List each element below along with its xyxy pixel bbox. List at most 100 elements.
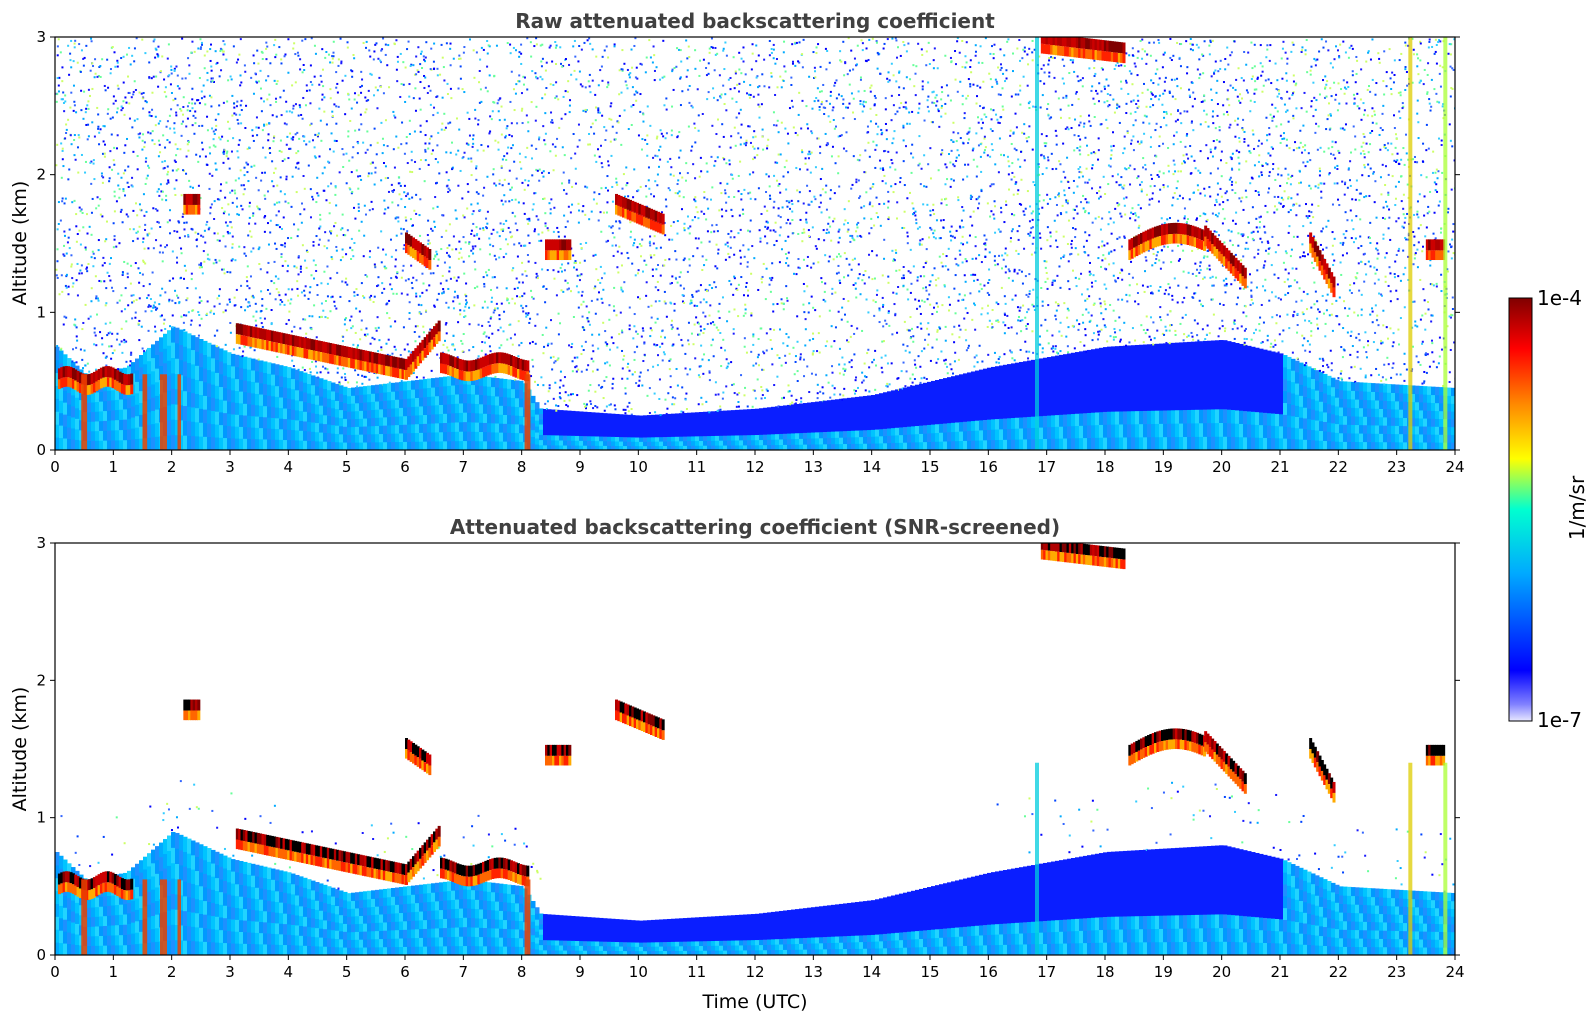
noise-speck [459, 313, 462, 316]
noise-speck [706, 230, 709, 233]
noise-speck [421, 272, 424, 275]
noise-speck [115, 147, 118, 150]
noise-speck [70, 265, 73, 268]
noise-speck [531, 70, 534, 73]
aerosol-cell [551, 424, 556, 431]
noise-speck [589, 91, 592, 94]
noise-speck [623, 281, 626, 284]
noise-speck [118, 299, 121, 302]
aerosol-cell [603, 426, 608, 433]
noise-speck [237, 177, 240, 180]
noise-speck [603, 272, 606, 275]
noise-speck [102, 176, 105, 179]
aerosol-cell [431, 414, 436, 424]
aerosol-cell [195, 421, 200, 437]
noise-speck [81, 211, 84, 214]
noise-speck [152, 304, 155, 307]
noise-speck [625, 84, 628, 87]
noise-speck [275, 247, 278, 250]
noise-speck [324, 316, 327, 319]
noise-speck [127, 304, 130, 307]
noise-speck [615, 220, 618, 223]
noise-speck [185, 221, 188, 224]
noise-speck [121, 351, 124, 354]
noise-speck [147, 329, 150, 332]
aerosol-cell [339, 441, 344, 450]
noise-speck [321, 93, 324, 96]
aerosol-cell [291, 429, 296, 441]
noise-speck [443, 339, 446, 342]
noise-speck [253, 62, 256, 65]
noise-speck [194, 122, 197, 125]
noise-speck [158, 303, 161, 306]
aerosol-cell [55, 385, 60, 399]
aerosol-cell [263, 427, 268, 440]
noise-speck [472, 346, 475, 349]
noise-speck [236, 100, 239, 103]
aerosol-cell [667, 445, 672, 450]
aerosol-cell [367, 425, 372, 435]
noise-speck [159, 71, 162, 74]
noise-speck [567, 287, 570, 290]
noise-speck [403, 191, 406, 194]
noise-speck [607, 164, 610, 167]
noise-speck [191, 102, 194, 105]
noise-speck [317, 132, 320, 135]
noise-speck [372, 301, 375, 304]
noise-speck [350, 107, 353, 110]
aerosol-cell [459, 412, 464, 423]
aerosol-cell [447, 385, 452, 396]
noise-speck [658, 378, 661, 381]
noise-speck [253, 164, 256, 167]
noise-speck [498, 182, 501, 185]
aerosol-cell [471, 440, 476, 450]
noise-speck [596, 368, 599, 371]
aerosol-cell [163, 362, 168, 378]
aerosol-cell [483, 385, 488, 396]
noise-speck [636, 190, 639, 193]
noise-speck [278, 46, 281, 49]
aerosol-cell [535, 438, 540, 445]
noise-speck [131, 185, 134, 188]
noise-speck [160, 190, 163, 193]
aerosol-cell [611, 427, 616, 433]
noise-speck [323, 270, 326, 273]
noise-speck [326, 368, 329, 371]
aerosol-cell [255, 404, 260, 417]
noise-speck [313, 277, 316, 280]
noise-speck [508, 133, 511, 136]
noise-speck [136, 168, 139, 171]
noise-speck [360, 91, 363, 94]
noise-speck [378, 339, 381, 342]
noise-speck [404, 279, 407, 282]
noise-speck [112, 222, 115, 225]
noise-speck [213, 232, 216, 235]
noise-speck [151, 91, 154, 94]
aerosol-cell [611, 436, 616, 442]
aerosol-cell [231, 389, 236, 403]
noise-speck [368, 296, 371, 299]
aerosol-cell [347, 419, 352, 428]
noise-speck [624, 195, 627, 198]
noise-speck [649, 56, 652, 59]
noise-speck [303, 294, 306, 297]
noise-speck [703, 191, 706, 194]
noise-speck [248, 304, 251, 307]
noise-speck [57, 201, 60, 204]
noise-speck [570, 393, 573, 396]
noise-speck [326, 295, 329, 298]
noise-speck [259, 69, 262, 72]
noise-speck [172, 99, 175, 102]
noise-speck [437, 161, 440, 164]
noise-speck [708, 371, 711, 374]
noise-speck [441, 122, 444, 125]
noise-speck [170, 72, 173, 75]
noise-speck [363, 296, 366, 299]
noise-speck [98, 66, 101, 69]
noise-speck [243, 188, 246, 191]
noise-speck [459, 309, 462, 312]
noise-speck [578, 279, 581, 282]
aerosol-cell [167, 435, 172, 450]
aerosol-cell [707, 416, 712, 422]
noise-speck [621, 187, 624, 190]
